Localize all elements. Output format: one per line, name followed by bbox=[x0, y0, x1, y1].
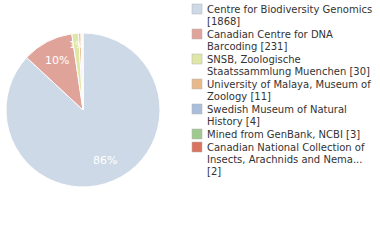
legend-label: Mined from GenBank, NCBI [3] bbox=[207, 129, 360, 140]
legend-label-line: Zoology [11] bbox=[207, 91, 271, 102]
legend-label-line: Canadian National Collection of bbox=[207, 142, 365, 153]
chart: 86% 10%1% Centre for Biodiversity Genomics… bbox=[0, 0, 380, 240]
legend-swatch bbox=[192, 79, 202, 89]
legend-label-line: [1868] bbox=[207, 16, 240, 27]
legend-label: Canadian Centre for DNABarcoding [231] bbox=[207, 29, 333, 52]
legend-label-line: Canadian Centre for DNA bbox=[207, 29, 333, 40]
legend-label: Swedish Museum of NaturalHistory [4] bbox=[207, 104, 347, 127]
legend-item: Centre for Biodiversity Genomics[1868] bbox=[192, 4, 372, 27]
legend-swatch bbox=[192, 129, 202, 139]
legend-label: Canadian National Collection ofInsects, … bbox=[207, 142, 365, 177]
slice-label: 1% bbox=[69, 40, 84, 50]
legend-label-line: Mined from GenBank, NCBI [3] bbox=[207, 129, 360, 140]
legend-item: Mined from GenBank, NCBI [3] bbox=[192, 129, 360, 140]
legend-item: Canadian Centre for DNABarcoding [231] bbox=[192, 29, 333, 52]
legend-label-line: Insects, Arachnids and Nema... bbox=[207, 154, 362, 165]
slice-labels: 86% 10%1% bbox=[45, 40, 117, 167]
legend-swatch bbox=[192, 104, 202, 114]
pie-slice bbox=[27, 34, 83, 110]
legend-label: Centre for Biodiversity Genomics[1868] bbox=[207, 4, 372, 27]
legend-label-line: History [4] bbox=[207, 116, 260, 127]
legend-label-line: Staatssammlung Muenchen [30] bbox=[207, 66, 370, 77]
legend-label-line: Swedish Museum of Natural bbox=[207, 104, 347, 115]
legend-item: SNSB, ZoologischeStaatssammlung Muenchen… bbox=[192, 54, 370, 77]
legend-label-line: SNSB, Zoologische bbox=[207, 54, 301, 65]
legend: Centre for Biodiversity Genomics[1868]Ca… bbox=[192, 4, 372, 177]
legend-swatch bbox=[192, 54, 202, 64]
legend-swatch bbox=[192, 29, 202, 39]
legend-item: University of Malaya, Museum ofZoology [… bbox=[192, 79, 371, 102]
legend-item: Canadian National Collection ofInsects, … bbox=[192, 142, 365, 177]
legend-label: University of Malaya, Museum ofZoology [… bbox=[207, 79, 371, 102]
legend-item: Swedish Museum of NaturalHistory [4] bbox=[192, 104, 347, 127]
legend-label-line: Barcoding [231] bbox=[207, 41, 287, 52]
legend-label-line: [2] bbox=[207, 166, 221, 177]
legend-label-line: Centre for Biodiversity Genomics bbox=[207, 4, 372, 15]
legend-swatch bbox=[192, 142, 202, 152]
legend-label: SNSB, ZoologischeStaatssammlung Muenchen… bbox=[207, 54, 370, 77]
legend-label-line: University of Malaya, Museum of bbox=[207, 79, 371, 90]
legend-swatch bbox=[192, 4, 202, 14]
pie bbox=[6, 33, 160, 187]
pie-slice bbox=[6, 33, 160, 187]
slice-label: 10% bbox=[45, 54, 69, 67]
slice-label: 86% bbox=[93, 154, 117, 167]
